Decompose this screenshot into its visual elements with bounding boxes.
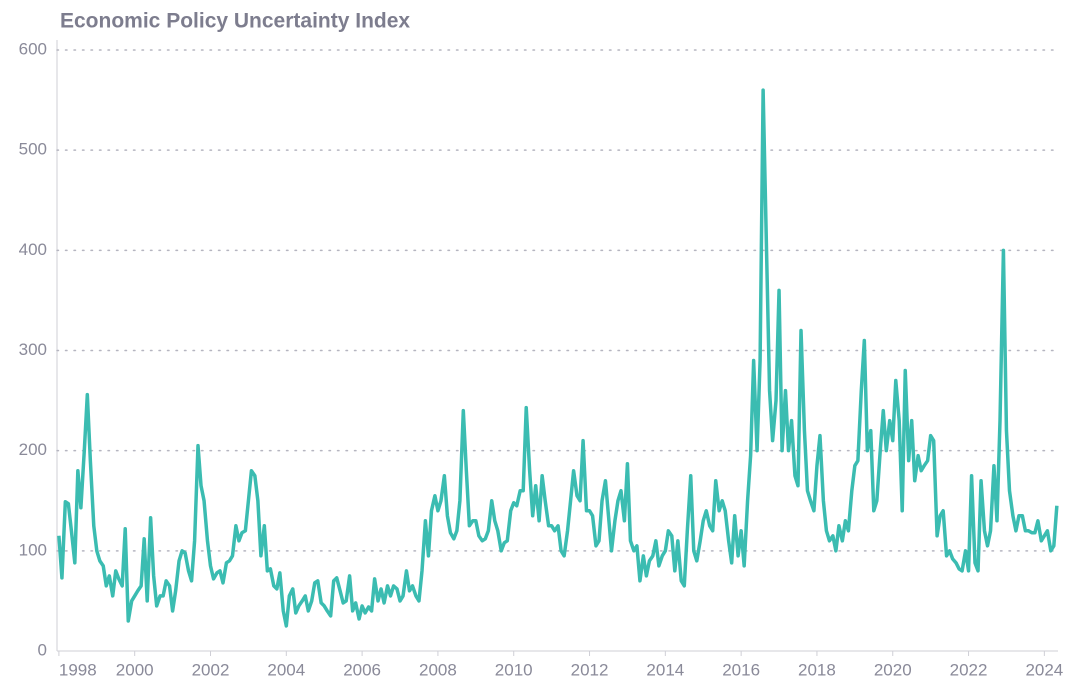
y-tick-label: 400	[19, 240, 47, 259]
x-tick-label: 2006	[343, 660, 381, 679]
x-tick-label: 2002	[192, 660, 230, 679]
x-tick-label: 1998	[59, 660, 97, 679]
chart-title: Economic Policy Uncertainty Index	[60, 10, 410, 33]
x-tick-label: 2014	[646, 660, 684, 679]
y-tick-label: 300	[19, 340, 47, 359]
x-tick-label: 2022	[950, 660, 988, 679]
x-tick-label: 2000	[116, 660, 154, 679]
x-tick-label: 2018	[798, 660, 836, 679]
data-line	[57, 88, 1059, 628]
x-tick-label: 2020	[874, 660, 912, 679]
y-tick-label: 0	[38, 640, 47, 659]
x-tick-label: 2008	[419, 660, 457, 679]
x-tick-label: 2024	[1025, 660, 1063, 679]
y-tick-label: 100	[19, 540, 47, 559]
x-tick-label: 2004	[267, 660, 305, 679]
x-tick-label: 2016	[722, 660, 760, 679]
x-tick-label: 2012	[571, 660, 609, 679]
x-tick-label: 2010	[495, 660, 533, 679]
y-tick-label: 200	[19, 440, 47, 459]
y-tick-label: 600	[19, 39, 47, 58]
y-tick-label: 500	[19, 140, 47, 159]
